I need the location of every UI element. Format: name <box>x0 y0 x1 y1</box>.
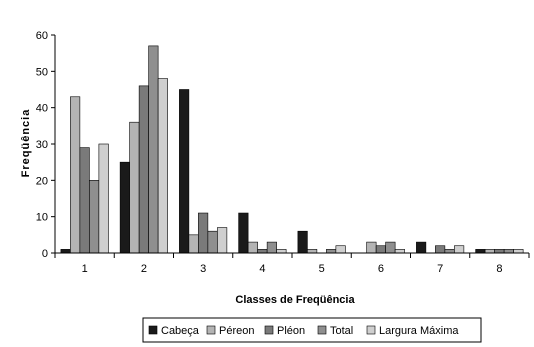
x-axis-title: Classes de Freqüência <box>235 294 355 306</box>
bar-1-category-2 <box>119 161 130 254</box>
legend-label-1: Cabeça <box>161 325 200 337</box>
y-tick-label-40: 40 <box>36 103 48 115</box>
bar-3-category-1 <box>79 147 90 254</box>
bar-3-category-3 <box>198 212 209 254</box>
bar-4-category-2 <box>148 45 159 254</box>
x-tick-label-5: 5 <box>319 263 325 275</box>
bar-5-category-7 <box>454 245 465 254</box>
legend-box <box>142 317 482 343</box>
x-tick-label-1: 1 <box>82 263 88 275</box>
bar-4-category-7 <box>444 249 455 254</box>
legend-label-2: Péreon <box>219 325 254 337</box>
bar-1-category-5 <box>297 230 308 254</box>
bar-2-category-1 <box>70 96 81 254</box>
bar-2-category-4 <box>247 241 258 254</box>
bar-3-category-6 <box>375 245 386 254</box>
y-axis-title-group: Freqüência <box>20 109 32 178</box>
bar-5-category-8 <box>513 249 524 254</box>
bar-1-category-4 <box>238 212 249 254</box>
bar-3-category-4 <box>257 249 268 254</box>
bar-4-category-8 <box>503 249 514 254</box>
legend-label-3: Pléon <box>277 325 305 337</box>
bar-2-category-6 <box>366 241 377 254</box>
y-axis-title: Freqüência <box>20 109 32 178</box>
bar-5-category-6 <box>394 249 405 254</box>
x-tick-label-7: 7 <box>437 263 443 275</box>
bar-5-category-5 <box>335 245 346 254</box>
y-tick-label-20: 20 <box>36 175 48 187</box>
y-tick-label-60: 60 <box>36 30 48 42</box>
x-tick-label-6: 6 <box>378 263 384 275</box>
bar-4-category-6 <box>385 241 396 254</box>
plot-area: 0 10 20 30 40 50 60 1 2 3 4 5 6 7 8 <box>36 30 530 275</box>
x-tick-label-2: 2 <box>141 263 147 275</box>
bar-1-category-8 <box>475 249 486 254</box>
bar-4-category-4 <box>266 241 277 254</box>
bar-5-category-4 <box>276 249 287 254</box>
legend-swatch-1 <box>148 325 158 335</box>
y-tick-label-30: 30 <box>36 139 48 151</box>
bar-4-category-5 <box>326 249 337 254</box>
bar-4-category-1 <box>89 180 100 254</box>
x-tick-label-3: 3 <box>200 263 206 275</box>
legend-label-4: Total <box>330 325 353 337</box>
bar-1-category-7 <box>416 241 427 254</box>
y-tick-label-0: 0 <box>42 248 48 260</box>
bar-4-category-3 <box>207 230 218 254</box>
legend-label-5: Largura Máxima <box>379 325 459 337</box>
bar-2-category-2 <box>129 121 140 254</box>
bar-2-category-8 <box>484 249 495 254</box>
bar-2-category-3 <box>188 234 199 254</box>
bar-1-category-3 <box>179 89 190 254</box>
bar-1-category-1 <box>60 249 71 254</box>
legend: Cabeça Péreon Pléon Total Largura Máxima <box>142 317 482 343</box>
legend-swatch-5 <box>366 325 376 335</box>
bar-3-category-2 <box>138 85 149 254</box>
legend-swatch-4 <box>317 325 327 335</box>
bar-3-category-7 <box>435 245 446 254</box>
legend-swatch-3 <box>264 325 274 335</box>
bar-5-category-3 <box>217 227 228 254</box>
bar-2-category-5 <box>307 249 318 254</box>
x-tick-label-4: 4 <box>259 263 265 275</box>
bar-3-category-8 <box>494 249 505 254</box>
legend-swatch-2 <box>206 325 216 335</box>
bar-5-category-2 <box>157 78 168 254</box>
y-tick-label-10: 10 <box>36 212 48 224</box>
bar-5-category-1 <box>98 143 109 254</box>
x-tick-label-8: 8 <box>496 263 502 275</box>
y-tick-label-50: 50 <box>36 66 48 78</box>
